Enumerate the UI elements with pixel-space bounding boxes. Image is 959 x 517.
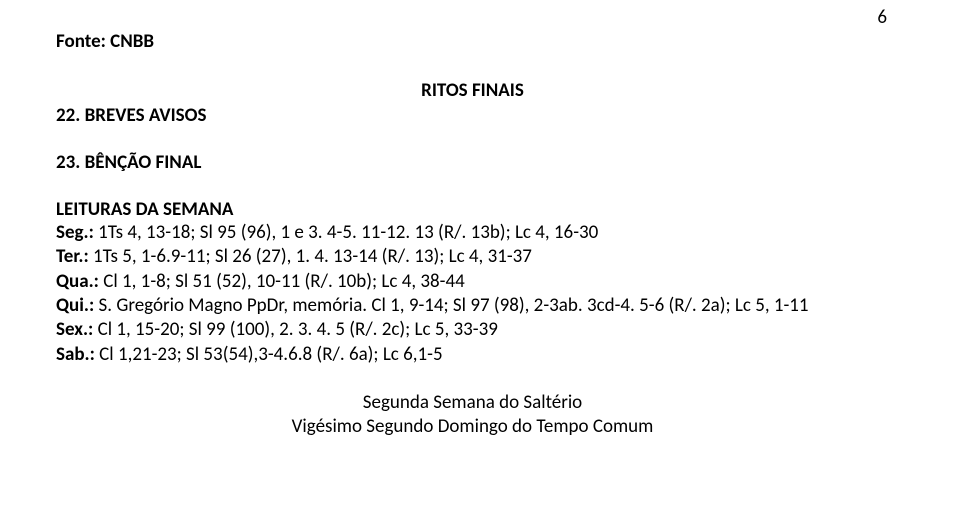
reading-line: Qua.: Cl 1, 1-8; Sl 51 (52), 10-11 (R/. … xyxy=(56,270,889,294)
reading-day-prefix: Sab.: xyxy=(56,343,95,366)
footer-line-1: Segunda Semana do Saltério xyxy=(56,391,889,415)
reading-text: 1Ts 5, 1-6.9-11; Sl 26 (27), 1. 4. 13-14… xyxy=(89,245,532,268)
source-line: Fonte: CNBB xyxy=(56,30,889,53)
readings-list: Seg.: 1Ts 4, 13-18; Sl 95 (96), 1 e 3. 4… xyxy=(56,221,889,367)
reading-day-prefix: Qua.: xyxy=(56,270,99,293)
reading-text: S. Gregório Magno PpDr, memória. Cl 1, 9… xyxy=(94,294,808,317)
reading-day-prefix: Sex.: xyxy=(56,318,93,341)
reading-line: Sab.: Cl 1,21-23; Sl 53(54),3-4.6.8 (R/.… xyxy=(56,343,889,367)
reading-line: Ter.: 1Ts 5, 1-6.9-11; Sl 26 (27), 1. 4.… xyxy=(56,245,889,269)
document-page: 6 Fonte: CNBB RITOS FINAIS 22. BREVES AV… xyxy=(0,0,959,517)
reading-line: Sex.: Cl 1, 15-20; Sl 99 (100), 2. 3. 4.… xyxy=(56,318,889,342)
reading-line: Qui.: S. Gregório Magno PpDr, memória. C… xyxy=(56,294,889,318)
reading-day-prefix: Qui.: xyxy=(56,294,94,317)
reading-line: Seg.: 1Ts 4, 13-18; Sl 95 (96), 1 e 3. 4… xyxy=(56,221,889,245)
reading-text: Cl 1, 15-20; Sl 99 (100), 2. 3. 4. 5 (R/… xyxy=(93,318,498,341)
bencao-final-heading: 23. BÊNÇÃO FINAL xyxy=(56,151,889,174)
reading-text: Cl 1,21-23; Sl 53(54),3-4.6.8 (R/. 6a); … xyxy=(95,343,443,366)
reading-day-prefix: Ter.: xyxy=(56,245,89,268)
footer-block: Segunda Semana do Saltério Vigésimo Segu… xyxy=(56,391,889,440)
breves-avisos-heading: 22. BREVES AVISOS xyxy=(56,104,889,127)
reading-day-prefix: Seg.: xyxy=(56,221,94,244)
leituras-semana-label: LEITURAS DA SEMANA xyxy=(56,198,889,221)
page-number: 6 xyxy=(877,6,887,29)
reading-text: Cl 1, 1-8; Sl 51 (52), 10-11 (R/. 10b); … xyxy=(99,270,465,293)
ritos-finais-heading: RITOS FINAIS xyxy=(56,79,889,102)
footer-line-2: Vigésimo Segundo Domingo do Tempo Comum xyxy=(56,415,889,439)
reading-text: 1Ts 4, 13-18; Sl 95 (96), 1 e 3. 4-5. 11… xyxy=(94,221,598,244)
